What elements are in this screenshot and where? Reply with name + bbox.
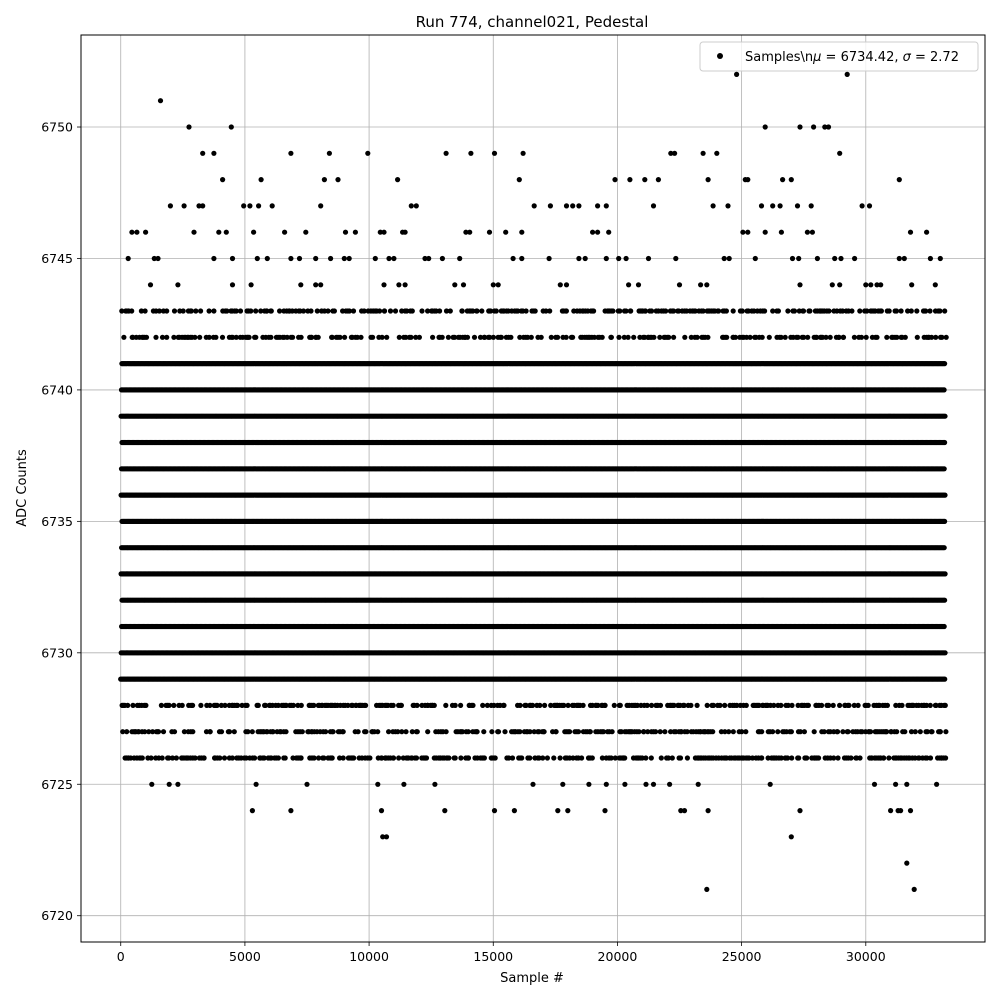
data-point	[942, 597, 948, 603]
data-point	[942, 676, 948, 682]
data-point	[942, 650, 948, 656]
data-point	[941, 623, 947, 630]
data-point	[941, 545, 947, 551]
data-point	[942, 518, 948, 525]
chart-title: Run 774, channel021, Pedestal	[416, 13, 649, 31]
data-points	[118, 71, 949, 893]
data-point	[942, 571, 948, 577]
